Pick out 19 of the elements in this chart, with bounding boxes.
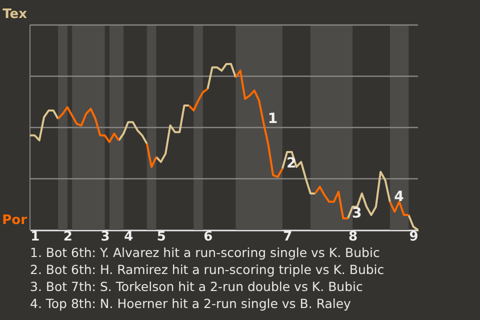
x-tick-label: 9 [409, 230, 418, 244]
x-tick-label: 8 [348, 230, 358, 244]
x-tick-label: 5 [156, 230, 166, 244]
x-tick-label: 4 [124, 230, 134, 244]
text: 3. Bot 7th: S. Torkelson hit a 2-run double vs K. Bubic [30, 279, 363, 294]
text: 4. Top 8th: N. Hoerner hit a 2-run single vs B. Raley [30, 296, 352, 311]
annotation: 1 [268, 110, 278, 127]
text: 1. Bot 6th: Y. Alvarez hit a run-scoring single vs K. Bubic [30, 245, 380, 260]
x-tick-label: 7 [283, 230, 292, 244]
annotation: 2 [286, 156, 296, 172]
annotation: 4 [394, 188, 404, 205]
text: Por [2, 213, 28, 228]
x-tick-label: 6 [204, 230, 213, 244]
text: 2. Bot 6th: H. Ramirez hit a run-scoring triple vs K. Bubic [30, 262, 384, 277]
annotation: 3 [352, 205, 362, 222]
x-tick-label: 2 [63, 230, 72, 244]
text: Tex [2, 7, 28, 22]
x-tick-label: 1 [30, 230, 40, 244]
x-tick-label: 3 [100, 230, 110, 244]
